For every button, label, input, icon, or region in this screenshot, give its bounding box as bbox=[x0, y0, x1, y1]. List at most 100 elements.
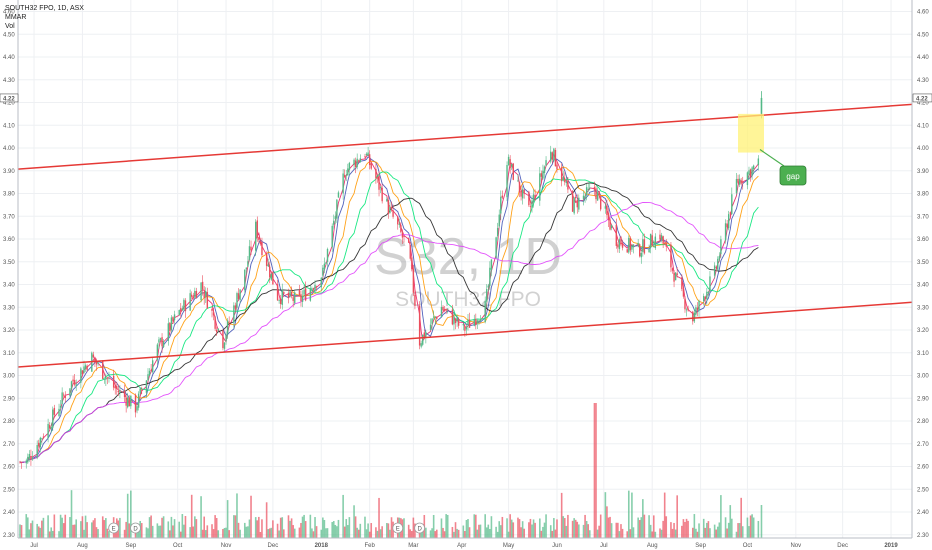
candle-body bbox=[172, 317, 174, 322]
x-tick-label: Dec bbox=[837, 543, 848, 549]
volume-bar bbox=[473, 514, 476, 538]
volume-bar bbox=[654, 531, 657, 538]
volume-bar bbox=[156, 523, 159, 538]
candle-body bbox=[194, 290, 196, 298]
volume-bar bbox=[421, 531, 424, 538]
candle-body bbox=[432, 316, 435, 318]
volume-bar bbox=[92, 520, 95, 538]
left-price-axis[interactable]: 2.30 2.40 2.50 2.60 2.70 2.80 2.90 3.00 3.10 3.20… bbox=[0, 0, 19, 539]
candle-body bbox=[609, 219, 611, 230]
candle-body bbox=[178, 310, 180, 315]
candle-body bbox=[637, 242, 639, 247]
candle-body bbox=[48, 425, 51, 429]
volume-bar bbox=[37, 526, 40, 538]
volume-bar bbox=[381, 526, 383, 538]
candle-body bbox=[70, 381, 73, 389]
volume-bar bbox=[489, 528, 491, 538]
candle-body bbox=[134, 394, 137, 413]
candle-body bbox=[607, 213, 610, 221]
earnings-marker bbox=[108, 522, 120, 534]
candle-body bbox=[567, 180, 569, 190]
volume-bar bbox=[158, 525, 160, 538]
candle-body bbox=[112, 375, 115, 388]
volume-bar bbox=[576, 521, 579, 538]
candlesticks bbox=[19, 91, 763, 469]
volume-bar bbox=[643, 514, 646, 538]
candle-body bbox=[554, 150, 557, 167]
earnings-marker bbox=[392, 522, 404, 534]
candle-body bbox=[125, 397, 127, 406]
volume-bar bbox=[167, 521, 170, 538]
volume-bar bbox=[563, 518, 566, 538]
candle-body bbox=[618, 239, 621, 250]
volume-bar bbox=[479, 524, 482, 538]
volume-bar bbox=[674, 529, 677, 538]
volume-bar bbox=[606, 506, 608, 538]
candle-body bbox=[267, 264, 269, 267]
x-tick-label: Aug bbox=[647, 543, 658, 549]
indicator-vol-label[interactable]: Vol bbox=[5, 23, 15, 30]
candle-body bbox=[665, 243, 667, 247]
candle-body bbox=[170, 317, 173, 331]
volume-bar bbox=[169, 530, 171, 538]
volume-bar bbox=[322, 517, 324, 538]
event-marker-label: D bbox=[133, 527, 138, 533]
candle-body bbox=[695, 307, 697, 315]
candle-body bbox=[365, 153, 368, 156]
candle-body bbox=[64, 395, 66, 398]
volume-bar bbox=[261, 519, 263, 538]
volume-bar bbox=[620, 524, 622, 538]
volume-bar bbox=[451, 526, 454, 538]
gap-annotation[interactable]: gap bbox=[738, 113, 807, 186]
candle-body bbox=[620, 237, 622, 245]
volume-bar bbox=[610, 523, 613, 538]
candle-body bbox=[617, 244, 619, 248]
volume-bar bbox=[334, 524, 337, 538]
volume-bar bbox=[510, 519, 513, 538]
volume-bar bbox=[20, 525, 23, 538]
candle-body bbox=[192, 296, 194, 299]
candle-body bbox=[663, 243, 666, 245]
volume-bar bbox=[760, 505, 763, 538]
candle-body bbox=[354, 160, 357, 168]
candle-body bbox=[632, 244, 635, 248]
candle-body bbox=[258, 237, 260, 240]
volume-bar bbox=[276, 523, 279, 538]
volume-bar bbox=[233, 515, 235, 538]
volume-bar bbox=[28, 529, 31, 538]
volume-bar bbox=[517, 517, 519, 538]
candle-body bbox=[453, 316, 455, 325]
right-price-axis[interactable]: 2.30 2.40 2.50 2.60 2.70 2.80 2.90 3.00 3.10 3.20… bbox=[911, 0, 932, 539]
candle-body bbox=[84, 365, 87, 369]
candle-body bbox=[217, 328, 219, 331]
volume-bar bbox=[574, 519, 577, 538]
candle-body bbox=[290, 291, 293, 297]
volume-bar bbox=[181, 514, 184, 538]
candle-body bbox=[528, 191, 530, 206]
indicator-mmar-label[interactable]: MMAR bbox=[5, 14, 27, 21]
candle-body bbox=[61, 392, 63, 405]
candle-body bbox=[447, 308, 449, 310]
volume-bar bbox=[687, 520, 689, 538]
volume-bar bbox=[206, 525, 209, 538]
candle-body bbox=[180, 308, 182, 312]
time-axis[interactable]: Jul Aug Sep Oct Nov Dec 2018 Feb Mar Apr May Jun Jul… bbox=[18, 537, 912, 549]
candle-body bbox=[52, 409, 54, 428]
candle-body bbox=[69, 388, 71, 396]
volume-bar bbox=[446, 514, 449, 538]
volume-bar bbox=[300, 522, 302, 538]
candle-body bbox=[640, 253, 642, 258]
volume-bar bbox=[226, 500, 229, 538]
volume-bar bbox=[95, 527, 98, 538]
candle-body bbox=[484, 301, 486, 322]
candle-body bbox=[205, 291, 207, 297]
candle-body bbox=[517, 180, 519, 182]
volume-bar bbox=[290, 518, 293, 538]
volume-bar bbox=[682, 519, 685, 538]
volume-bar bbox=[64, 514, 67, 538]
candle-body bbox=[298, 290, 301, 296]
volume-bar bbox=[462, 525, 465, 538]
volume-bar bbox=[562, 516, 565, 538]
